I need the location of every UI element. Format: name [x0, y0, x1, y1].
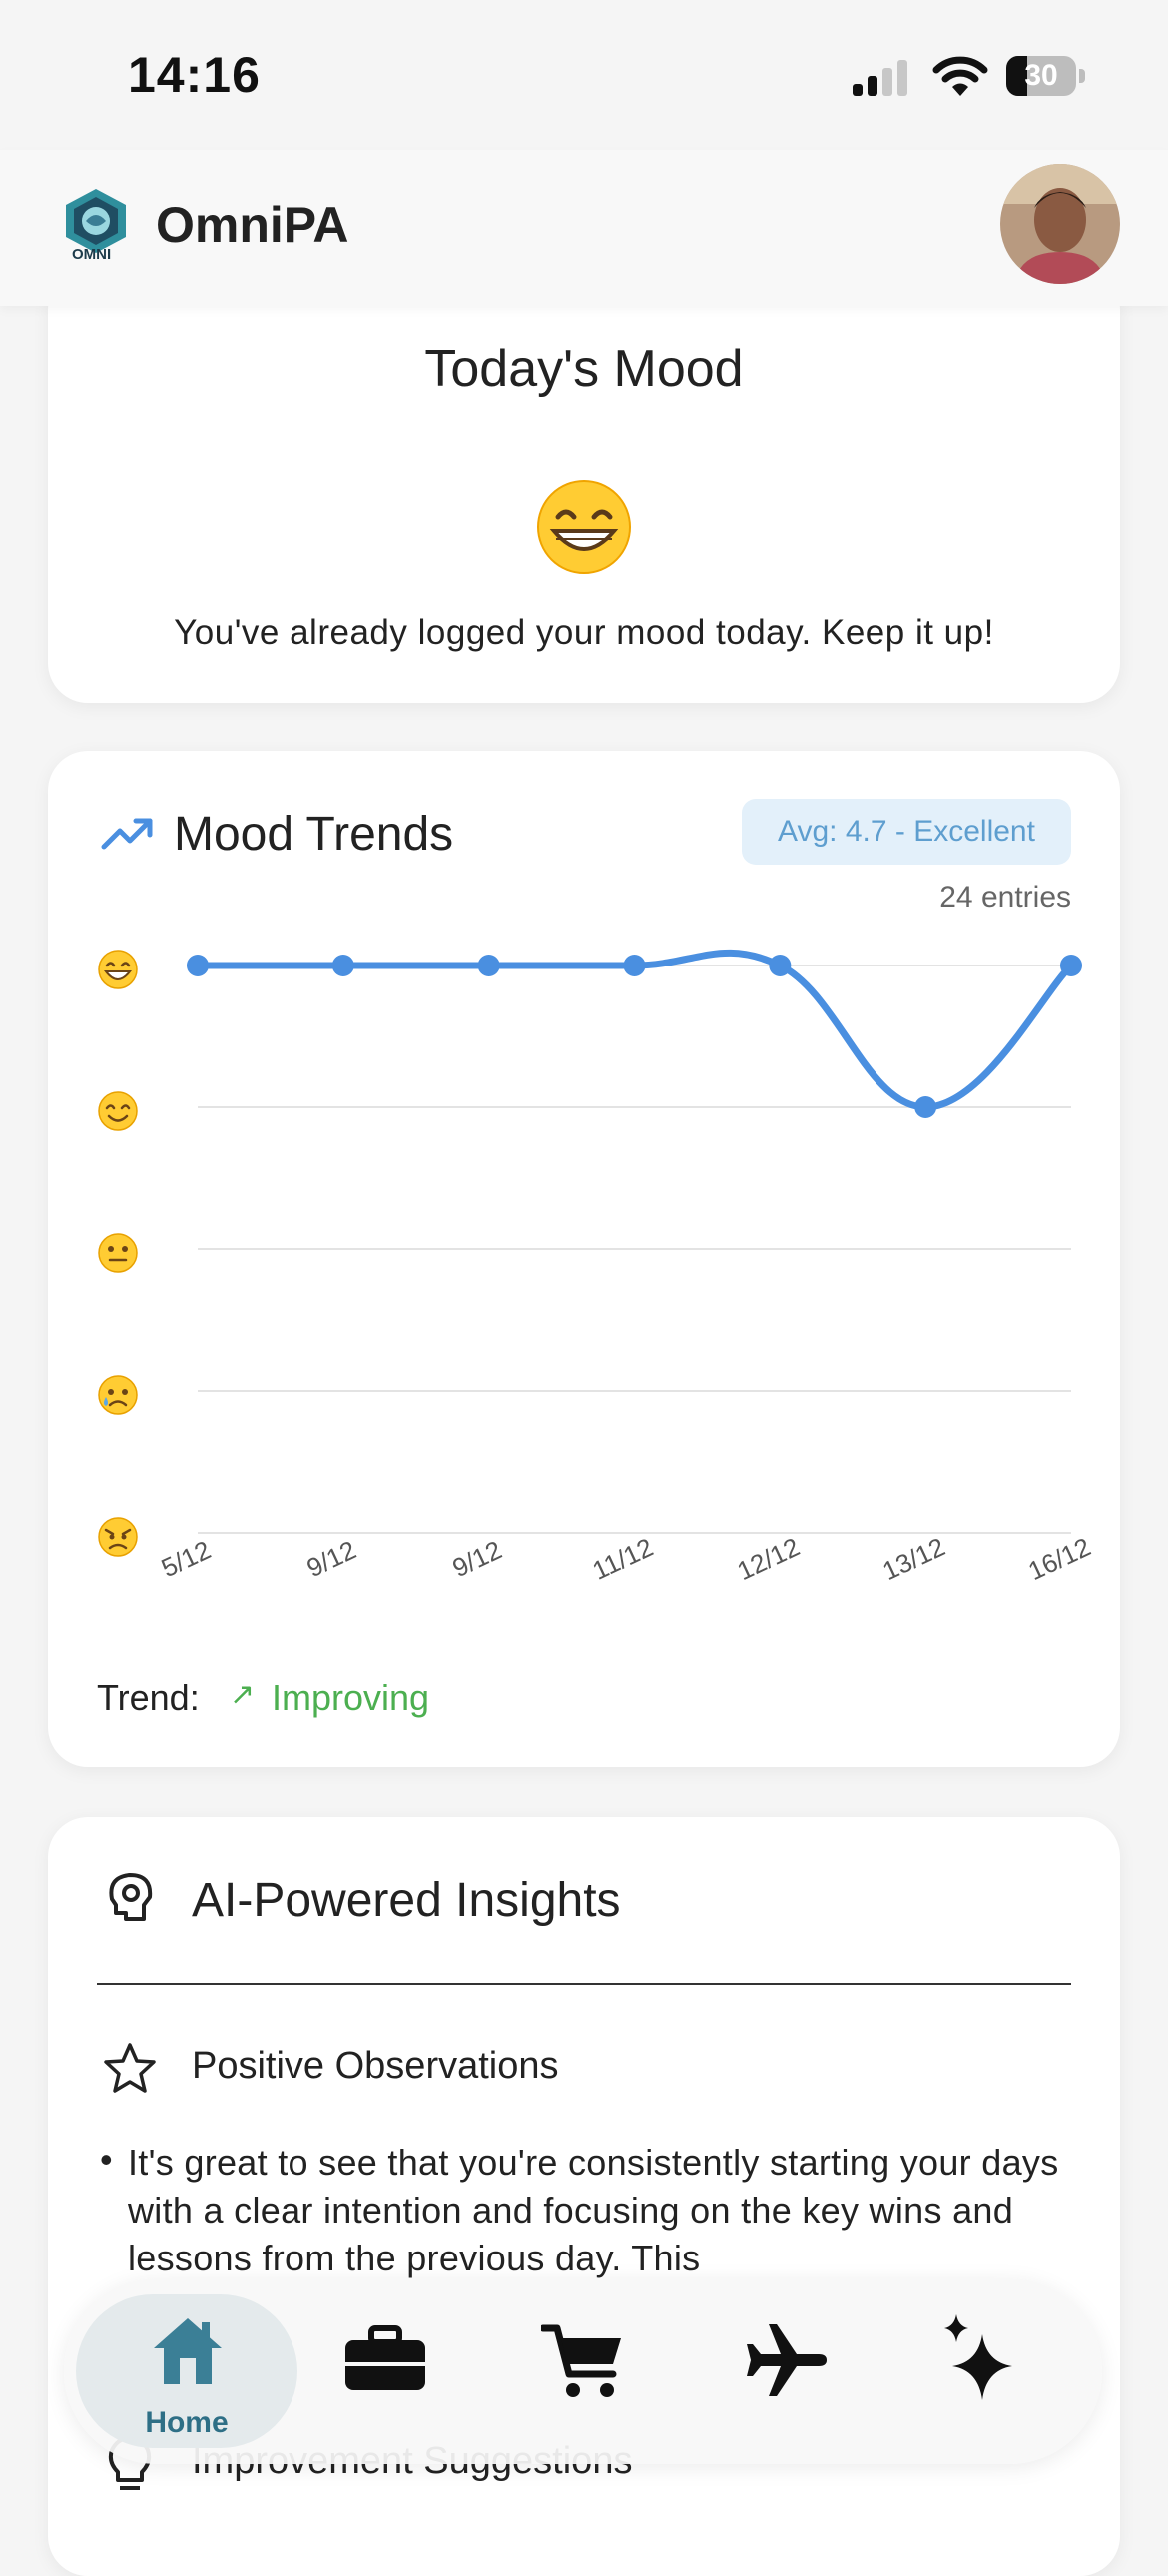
battery-level: 30 [1024, 59, 1058, 92]
mood-data-point [331, 955, 354, 976]
trend-value: Improving [272, 1677, 430, 1718]
grinning-face-tick-icon [98, 950, 138, 989]
trending-up-icon [101, 818, 153, 850]
status-bar: 14:16 30 [0, 0, 1168, 150]
battery-icon: 30 [1006, 56, 1086, 96]
trend-label: Trend: [97, 1677, 200, 1718]
omni-logo-icon [66, 189, 126, 253]
app-title: OmniPA [156, 197, 349, 253]
neutral-face-tick-icon [98, 1233, 138, 1273]
mood-data-point [477, 955, 500, 976]
wifi-icon [932, 56, 988, 96]
star-icon [104, 2043, 156, 2093]
todays-mood-card: Today's Mood You've already logged your … [48, 270, 1120, 703]
bullet: • [100, 2139, 113, 2180]
mood-trends-title: Mood Trends [174, 808, 454, 861]
mood-logged-message: You've already logged your mood today. K… [174, 613, 994, 652]
positive-observations-title: Positive Observations [192, 2045, 559, 2087]
user-avatar[interactable] [1000, 164, 1120, 284]
mood-data-point [187, 955, 209, 976]
x-axis-tick-label: 16/12 [1023, 1531, 1095, 1586]
briefcase-icon[interactable] [343, 2322, 427, 2394]
angry-face-tick-icon [98, 1517, 138, 1557]
mood-data-point [914, 1096, 937, 1118]
insights-title: AI-Powered Insights [192, 1874, 621, 1927]
grinning-face-icon [537, 480, 631, 574]
cart-icon[interactable] [541, 2322, 625, 2402]
status-time: 14:16 [128, 47, 261, 103]
home-icon [154, 2318, 222, 2384]
logo-text: OMNI [72, 246, 112, 263]
crying-face-tick-icon [98, 1375, 138, 1415]
insights-divider [97, 1983, 1071, 1985]
mood-data-point [769, 955, 792, 976]
average-badge: Avg: 4.7 - Excellent [742, 799, 1071, 865]
x-axis-tick-label: 13/12 [878, 1531, 950, 1586]
brain-gear-icon [109, 1873, 153, 1921]
smiling-face-tick-icon [98, 1091, 138, 1131]
entries-count: 24 entries [939, 881, 1071, 914]
positive-observation-text: It's great to see that you're consistent… [128, 2142, 1059, 2278]
sparkle-icon[interactable] [940, 2312, 1016, 2402]
nav-home-label: Home [145, 2406, 229, 2439]
app-header: OMNI OmniPA [0, 150, 1168, 306]
x-axis-tick-label: 11/12 [588, 1532, 658, 1586]
trend-up-arrow-icon: ↗ [230, 1678, 256, 1711]
mood-data-point [1060, 955, 1082, 976]
x-axis-tick-label: 9/12 [448, 1535, 507, 1584]
cellular-signal-icon [853, 60, 907, 96]
mood-data-point [623, 955, 646, 976]
mood-trend-chart: 5/12 9/12 9/12 11/12 12/12 13/12 16/12 [98, 949, 1095, 1586]
mood-card-title: Today's Mood [424, 340, 744, 398]
nav-home-button[interactable]: Home [76, 2294, 297, 2448]
x-axis-tick-label: 5/12 [157, 1535, 216, 1584]
x-axis-tick-label: 9/12 [302, 1535, 361, 1584]
airplane-icon[interactable] [745, 2322, 829, 2398]
mood-trends-card: Mood Trends Avg: 4.7 - Excellent 24 entr… [48, 751, 1120, 1767]
bottom-navigation: Home [64, 2278, 1102, 2464]
x-axis-tick-label: 12/12 [733, 1531, 805, 1586]
